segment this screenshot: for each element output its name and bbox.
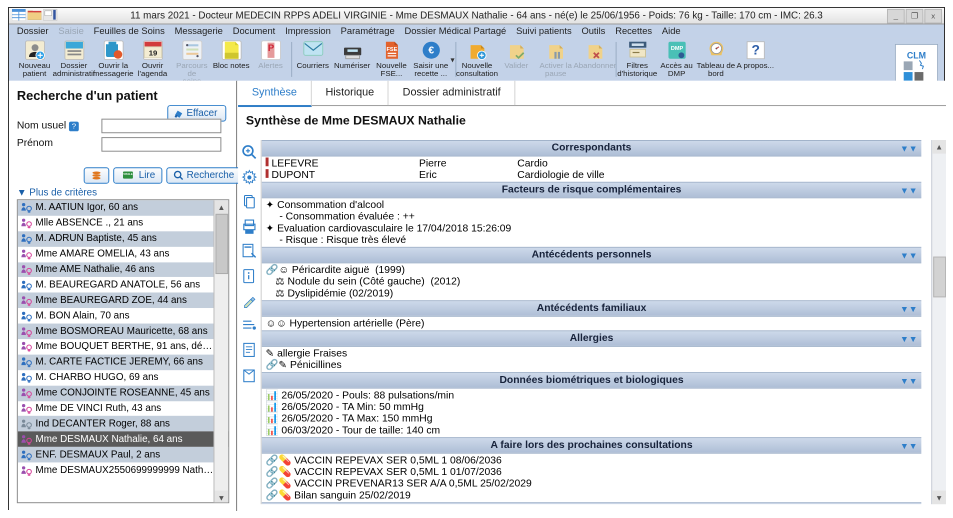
svg-text:€: € [428,46,434,57]
svg-text:19: 19 [148,48,157,57]
svg-text:CLM: CLM [907,51,926,61]
svg-text:VITALE: VITALE [123,172,133,176]
svg-text:FSE: FSE [386,47,397,53]
svg-text:DMP: DMP [670,46,683,52]
svg-text:?: ? [751,43,759,58]
svg-text:P: P [267,42,273,53]
